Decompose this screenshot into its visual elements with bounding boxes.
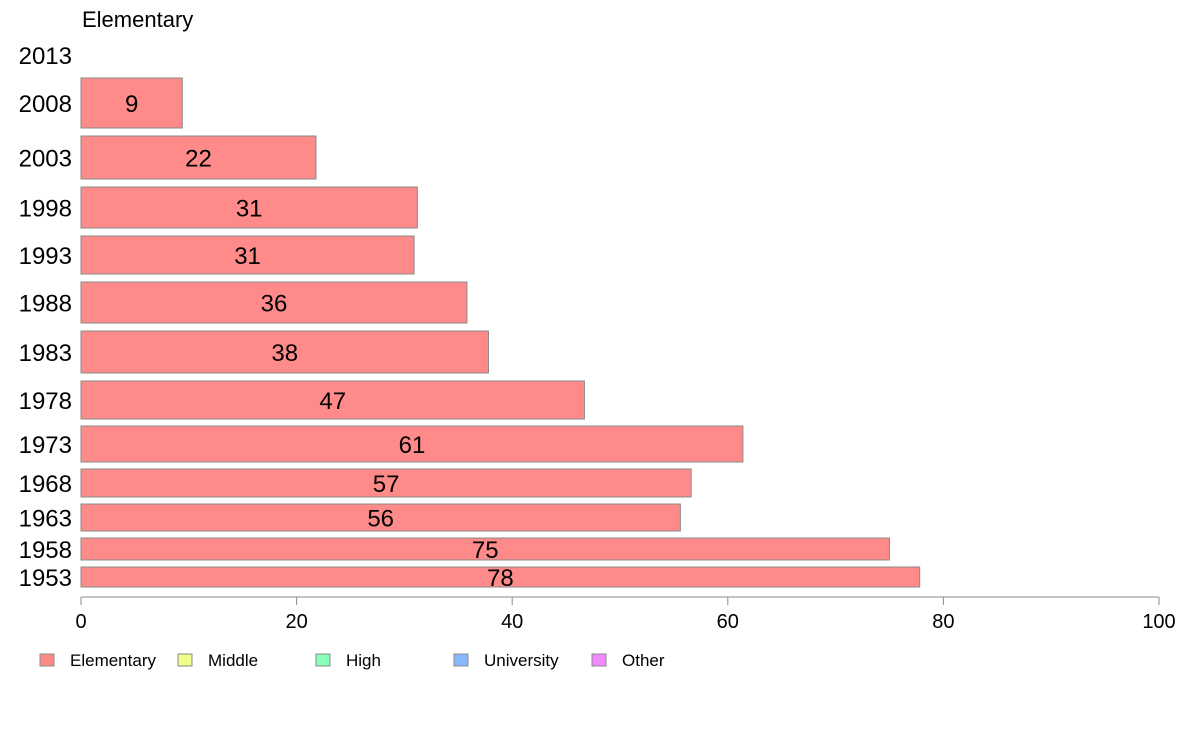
category-label: 2003: [19, 146, 72, 173]
legend-swatch: [591, 653, 607, 667]
data-label: 36: [261, 291, 288, 318]
category-label: 1963: [19, 506, 72, 533]
bars-layer: 2013 2008 9 2003 22 1998 31 1993 31 1988 36 1983 38 1…: [19, 43, 921, 592]
legend-swatch: [177, 653, 193, 667]
x-tick-label: 0: [75, 611, 86, 633]
legend-label: Other: [622, 651, 665, 670]
legend-label: High: [346, 651, 381, 670]
x-tick-label: 20: [285, 611, 307, 633]
legend-item: High: [315, 651, 381, 670]
bar: [80, 566, 921, 588]
category-label: 1958: [19, 537, 72, 564]
legend-swatch: [39, 653, 55, 667]
data-label: 22: [185, 146, 212, 173]
legend-label: Elementary: [70, 651, 156, 670]
category-label: 1993: [19, 243, 72, 270]
data-label: 75: [472, 537, 499, 564]
data-label: 78: [487, 565, 514, 592]
bar: [80, 235, 415, 275]
data-label: 56: [367, 506, 394, 533]
bar: [80, 186, 418, 229]
legend-item: Elementary: [39, 651, 156, 670]
bar: [80, 468, 692, 498]
chart-title: Elementary: [82, 7, 193, 32]
legend-item: University: [453, 651, 559, 670]
legend-swatch: [453, 653, 469, 667]
category-label: 1978: [19, 388, 72, 415]
category-label: 1988: [19, 291, 72, 318]
legend-item: Other: [591, 651, 665, 670]
legend-label: University: [484, 651, 559, 670]
data-label: 31: [236, 196, 263, 223]
category-label: 2008: [19, 91, 72, 118]
bar: [80, 425, 744, 463]
category-label: 1973: [19, 432, 72, 459]
legend-swatch: [315, 653, 331, 667]
category-label: 1983: [19, 340, 72, 367]
data-label: 31: [234, 243, 261, 270]
data-label: 47: [319, 388, 346, 415]
category-label: 2013: [19, 43, 72, 70]
x-tick-label: 40: [501, 611, 523, 633]
category-label: 1998: [19, 196, 72, 223]
data-label: 9: [125, 91, 138, 118]
x-tick-label: 80: [932, 611, 954, 633]
bar: [80, 135, 317, 180]
legend-label: Middle: [208, 651, 258, 670]
bar: [80, 380, 585, 420]
bar: [80, 537, 890, 561]
legend-item: Middle: [177, 651, 258, 670]
bar: [80, 330, 489, 374]
data-label: 61: [399, 432, 426, 459]
x-tick-label: 100: [1142, 611, 1175, 633]
data-label: 38: [271, 340, 298, 367]
bar: [80, 503, 681, 532]
bar: [80, 77, 183, 129]
category-label: 1953: [19, 565, 72, 592]
x-tick-label: 60: [717, 611, 739, 633]
category-label: 1968: [19, 471, 72, 498]
x-axis: 0 20 40 60 80 100: [75, 596, 1176, 633]
data-label: 57: [373, 471, 400, 498]
bar: [80, 281, 468, 324]
legend: Elementary Middle High University Other: [39, 651, 665, 670]
